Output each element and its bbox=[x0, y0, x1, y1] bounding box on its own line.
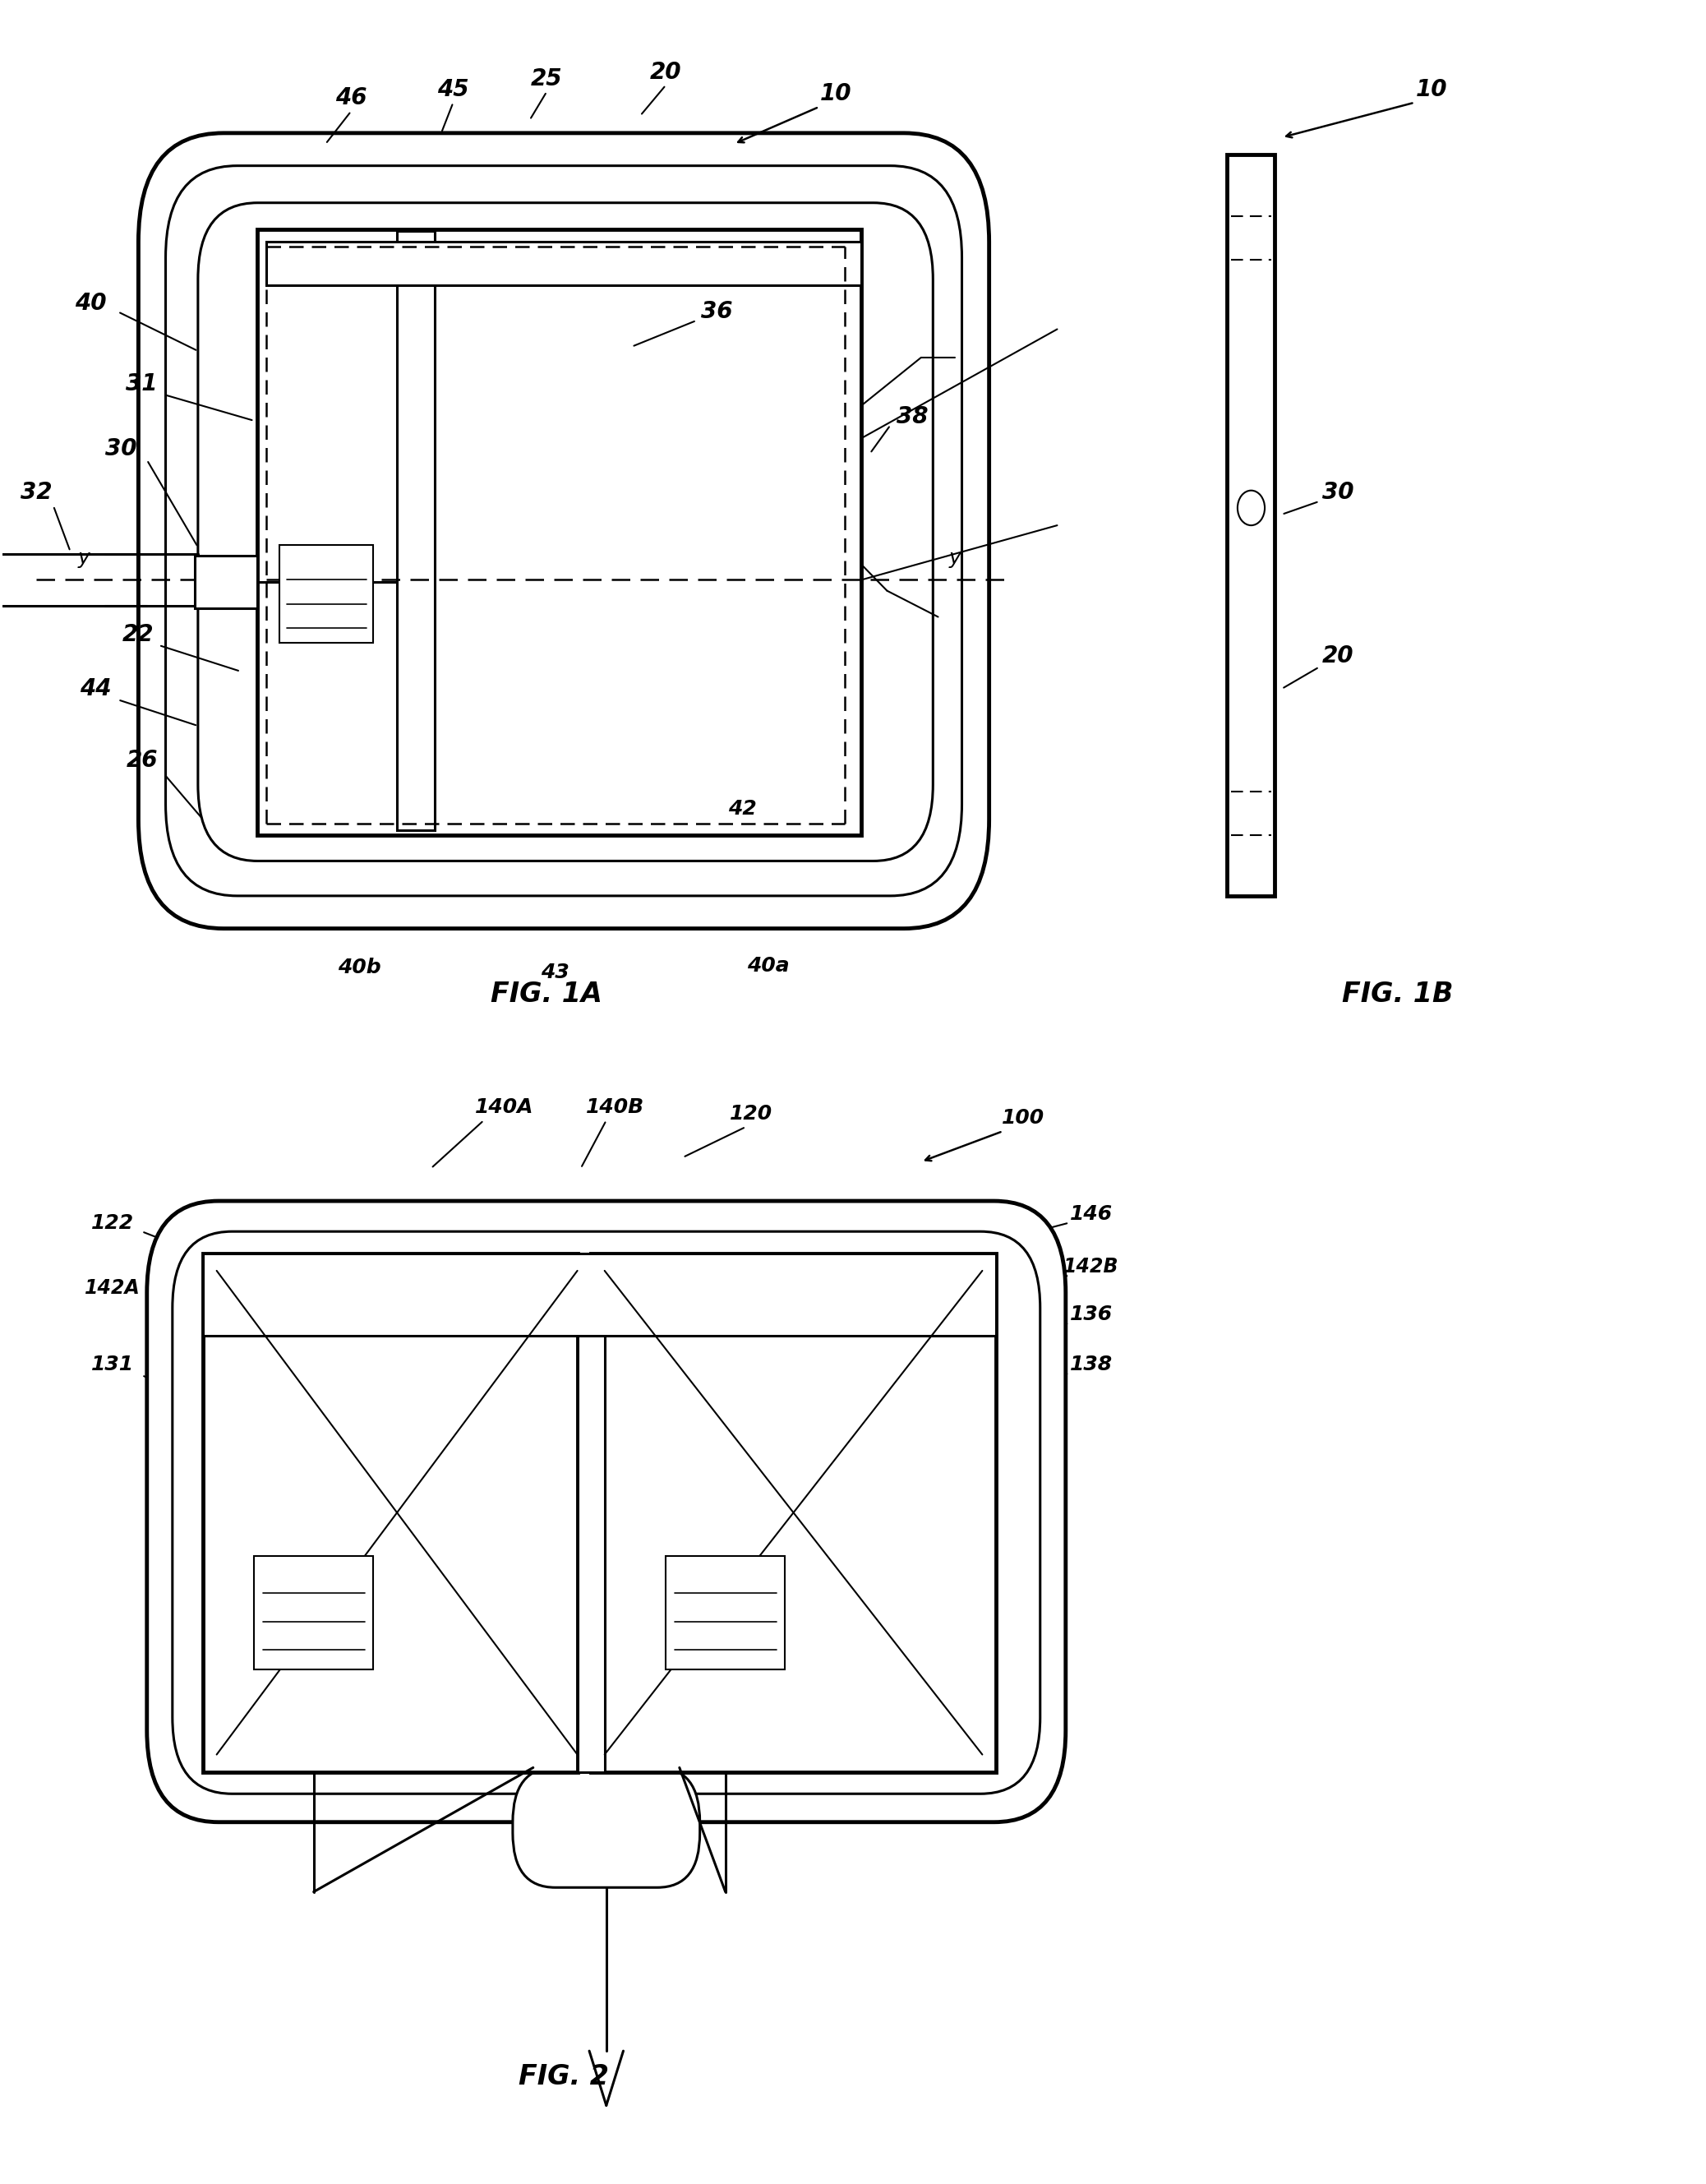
Text: 40a: 40a bbox=[747, 957, 790, 976]
Bar bbox=[397, 232, 435, 830]
Text: 130: 130 bbox=[993, 1409, 1036, 1428]
Text: 40: 40 bbox=[75, 290, 106, 314]
Text: 142A: 142A bbox=[85, 1278, 140, 1297]
Text: 122: 122 bbox=[92, 1212, 135, 1232]
Text: 22: 22 bbox=[123, 622, 154, 646]
Text: 140B: 140B bbox=[585, 1096, 645, 1118]
Bar bbox=[266, 242, 862, 286]
Text: 136: 136 bbox=[1070, 1304, 1112, 1324]
Text: 148: 148 bbox=[406, 1704, 449, 1723]
Bar bbox=[1227, 155, 1274, 895]
Text: 40b: 40b bbox=[338, 959, 380, 978]
Circle shape bbox=[1237, 491, 1264, 526]
Text: 30: 30 bbox=[106, 437, 136, 461]
Bar bbox=[590, 1254, 996, 1771]
FancyBboxPatch shape bbox=[198, 203, 933, 860]
Bar bbox=[258, 229, 862, 834]
Text: 46: 46 bbox=[336, 87, 367, 109]
Text: 32: 32 bbox=[20, 480, 53, 505]
FancyBboxPatch shape bbox=[138, 133, 989, 928]
Bar bbox=[665, 1557, 785, 1669]
FancyBboxPatch shape bbox=[514, 1767, 699, 1887]
Text: 31: 31 bbox=[126, 371, 157, 395]
Text: y: y bbox=[949, 548, 960, 568]
Text: 43: 43 bbox=[541, 963, 570, 983]
Text: 25: 25 bbox=[531, 68, 563, 90]
Text: 131: 131 bbox=[92, 1354, 135, 1374]
Text: 20: 20 bbox=[650, 61, 682, 83]
Text: 146: 146 bbox=[1070, 1203, 1112, 1223]
Text: 36: 36 bbox=[701, 299, 732, 323]
Text: 44: 44 bbox=[80, 677, 111, 701]
Text: 26: 26 bbox=[126, 749, 157, 773]
Bar bbox=[203, 1254, 577, 1771]
Text: FIG. 2: FIG. 2 bbox=[519, 2064, 609, 2090]
Bar bbox=[203, 1254, 996, 1337]
Text: FIG. 1A: FIG. 1A bbox=[491, 981, 602, 1007]
Bar bbox=[280, 546, 374, 642]
Text: 140A: 140A bbox=[474, 1096, 534, 1118]
Text: 10: 10 bbox=[1416, 79, 1447, 100]
Text: 120: 120 bbox=[730, 1103, 773, 1123]
FancyBboxPatch shape bbox=[165, 166, 962, 895]
FancyBboxPatch shape bbox=[147, 1201, 1066, 1821]
Text: FIG. 1B: FIG. 1B bbox=[1343, 981, 1454, 1007]
Text: 45: 45 bbox=[437, 79, 469, 100]
Bar bbox=[254, 1557, 374, 1669]
Bar bbox=[577, 1254, 604, 1771]
Text: 42: 42 bbox=[728, 799, 757, 819]
Text: 20: 20 bbox=[1322, 644, 1355, 668]
Text: 10: 10 bbox=[821, 83, 851, 105]
Text: y: y bbox=[78, 548, 90, 568]
Text: 142B: 142B bbox=[1063, 1256, 1119, 1275]
Bar bbox=[194, 557, 258, 607]
FancyBboxPatch shape bbox=[172, 1232, 1041, 1793]
Text: 38: 38 bbox=[897, 404, 928, 428]
Text: 100: 100 bbox=[1001, 1107, 1044, 1127]
Text: 30: 30 bbox=[1322, 480, 1355, 505]
Text: 132: 132 bbox=[730, 1599, 773, 1618]
Text: 138: 138 bbox=[1070, 1354, 1112, 1374]
